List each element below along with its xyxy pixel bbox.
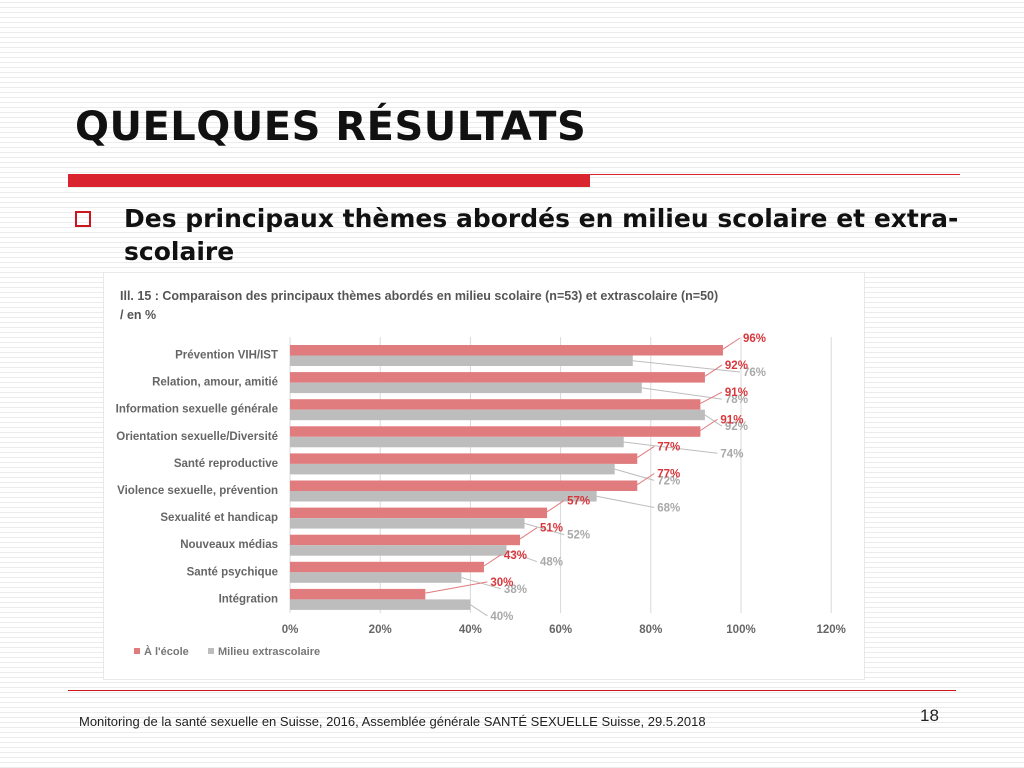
data-label-extrascolaire: 74%: [720, 448, 743, 460]
x-tick-label: 100%: [726, 624, 755, 636]
bullet-text: Des principaux thèmes abordés en milieu …: [124, 204, 959, 266]
data-label-extrascolaire: 76%: [743, 367, 766, 379]
data-label-ecole: 51%: [540, 523, 563, 535]
data-label-ecole: 96%: [743, 333, 766, 345]
legend-label-ecole: À l'école: [144, 645, 189, 658]
x-tick-label: 120%: [816, 624, 845, 636]
leader-line-ecole: [722, 337, 741, 350]
category-label: Violence sexuelle, prévention: [117, 485, 278, 497]
category-label: Information sexuelle générale: [116, 404, 278, 416]
legend-swatch-ecole: [134, 648, 140, 654]
x-tick-label: 40%: [459, 624, 482, 636]
bar-extrascolaire: [290, 545, 507, 556]
category-label: Nouveaux médias: [180, 539, 278, 551]
title-underline-red: [68, 174, 590, 187]
bar-ecole: [290, 345, 723, 356]
leader-line-ecole: [700, 418, 718, 431]
chart-panel: Ill. 15 : Comparaison des principaux thè…: [103, 272, 865, 680]
data-label-ecole: 91%: [725, 387, 748, 399]
leader-line-ecole: [425, 581, 488, 594]
slide-title: QUELQUES RÉSULTATS: [75, 104, 587, 150]
footer-text: Monitoring de la santé sexuelle en Suiss…: [79, 714, 706, 729]
footer-rule: [68, 690, 956, 691]
leader-line-extrascolaire: [704, 414, 723, 427]
x-tick-label: 80%: [639, 624, 662, 636]
category-label: Santé psychique: [187, 566, 278, 578]
bar-extrascolaire: [290, 409, 705, 421]
leader-line-extrascolaire: [524, 522, 565, 536]
bar-ecole: [290, 507, 548, 519]
leader-line-ecole: [483, 554, 502, 567]
x-tick-label: 20%: [369, 624, 392, 636]
leader-line-extrascolaire: [641, 387, 722, 400]
data-label-extrascolaire: 68%: [657, 503, 680, 515]
data-label-extrascolaire: 40%: [490, 611, 513, 623]
bar-ecole: [290, 399, 701, 410]
data-label-extrascolaire: 92%: [725, 421, 748, 433]
data-label-extrascolaire: 72%: [657, 475, 680, 487]
category-label: Prévention VIH/IST: [175, 350, 278, 362]
bar-ecole: [290, 561, 484, 573]
leader-line-ecole: [636, 445, 655, 459]
x-tick-label: 0%: [282, 624, 299, 636]
leader-line-extrascolaire: [596, 495, 655, 508]
bar-extrascolaire: [290, 436, 624, 448]
bar-ecole: [290, 534, 521, 546]
leader-line-ecole: [546, 500, 565, 513]
data-label-ecole: 43%: [504, 550, 527, 562]
bar-ecole: [290, 426, 701, 437]
leader-line-extrascolaire: [632, 360, 741, 373]
category-label: Sexualité et handicap: [160, 512, 278, 524]
bar-extrascolaire: [290, 518, 525, 529]
data-label-extrascolaire: 78%: [725, 394, 748, 406]
bar-ecole: [290, 453, 638, 464]
title-underline-thin: [590, 174, 960, 175]
chart-title: Ill. 15 : Comparaison des principaux thè…: [120, 289, 719, 322]
bar-extrascolaire: [290, 463, 615, 475]
data-label-ecole: 91%: [720, 414, 743, 426]
data-label-extrascolaire: 48%: [540, 557, 563, 569]
category-label: Intégration: [219, 593, 278, 605]
data-label-extrascolaire: 38%: [504, 584, 527, 596]
leader-line-extrascolaire: [470, 604, 488, 617]
leader-line-ecole: [519, 527, 538, 540]
leader-line-extrascolaire: [506, 549, 538, 563]
data-label-ecole: 30%: [490, 577, 513, 589]
bar-ecole: [290, 588, 426, 600]
leader-line-extrascolaire: [623, 441, 718, 454]
category-label: Santé reproductive: [174, 458, 278, 470]
category-label: Relation, amour, amitié: [152, 377, 278, 389]
leader-line-extrascolaire: [614, 468, 655, 481]
bar-extrascolaire: [290, 491, 597, 502]
data-label-ecole: 77%: [657, 469, 680, 481]
bar-extrascolaire: [290, 355, 633, 366]
data-label-ecole: 92%: [725, 360, 748, 372]
legend-label-extrascolaire: Milieu extrascolaire: [218, 646, 320, 658]
bar-ecole: [290, 372, 705, 383]
data-label-extrascolaire: 52%: [567, 530, 590, 542]
legend-swatch-extrascolaire: [208, 648, 214, 654]
bar-chart: 0% 20% 40% 60% 80% 100% 120% Prévention VIH/IST…: [116, 333, 846, 658]
bullet-square-icon: [75, 211, 91, 227]
bar-ecole: [290, 480, 638, 491]
data-label-ecole: 77%: [657, 441, 680, 453]
bar-extrascolaire: [290, 599, 471, 610]
bar-extrascolaire: [290, 572, 462, 583]
leader-line-ecole: [636, 473, 655, 486]
category-label: Orientation sexuelle/Diversité: [116, 431, 278, 443]
leader-line-ecole: [704, 364, 723, 377]
x-tick-label: 60%: [549, 624, 572, 636]
data-label-ecole: 57%: [567, 496, 590, 508]
bar-extrascolaire: [290, 382, 642, 394]
page-number: 18: [920, 706, 939, 725]
leader-line-ecole: [700, 391, 723, 404]
